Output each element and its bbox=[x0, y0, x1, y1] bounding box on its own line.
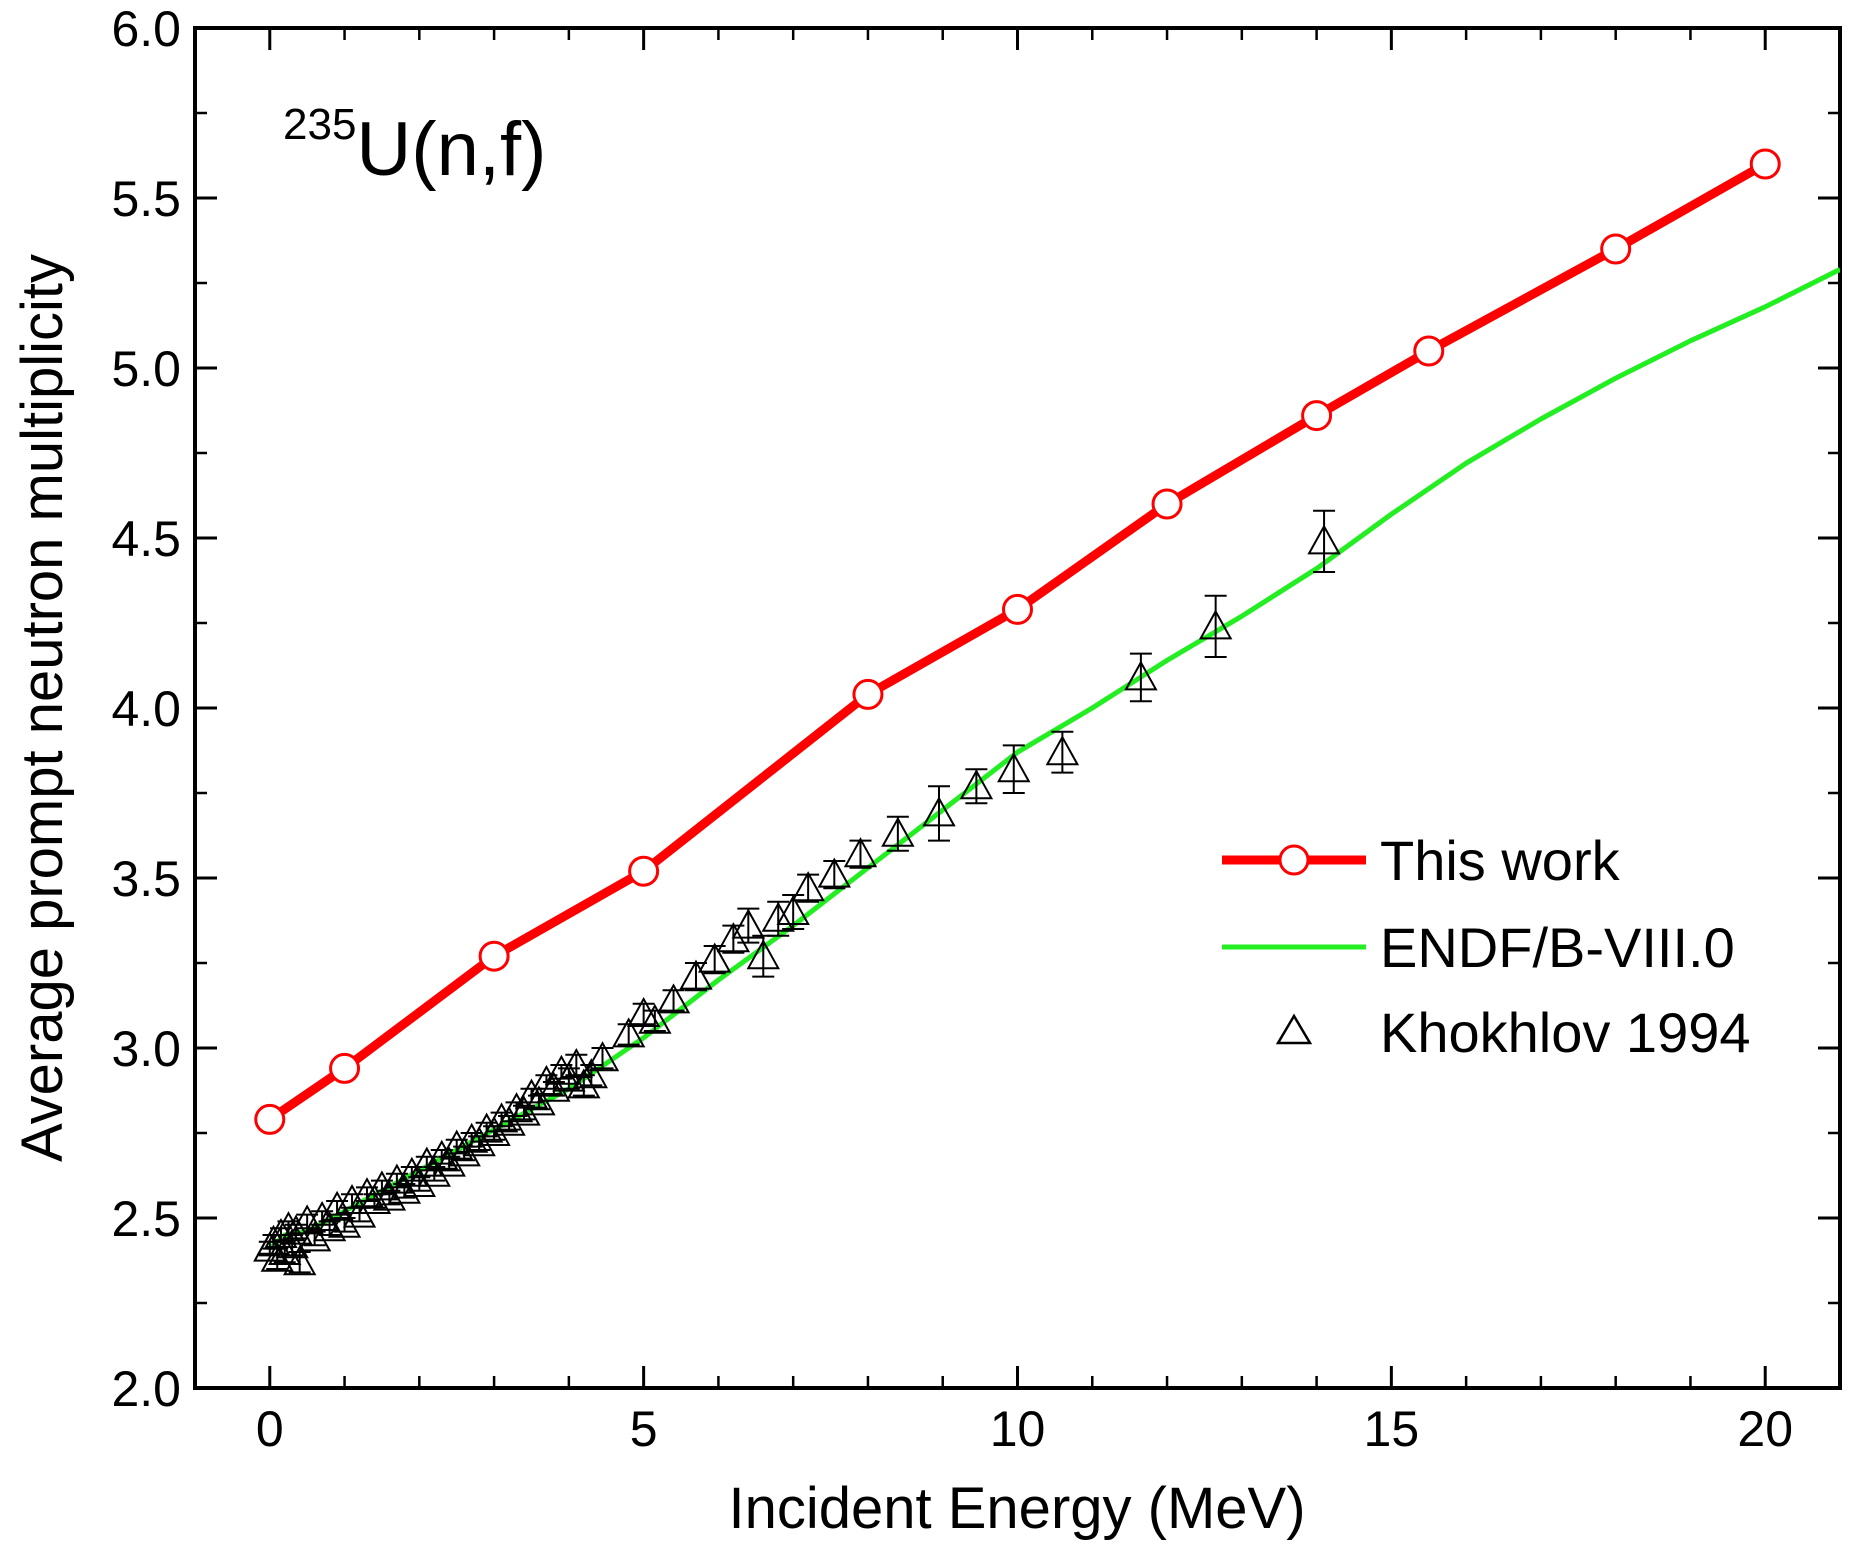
data-point-circle bbox=[1151, 488, 1183, 520]
data-point-circle bbox=[478, 940, 510, 972]
y-tick-labels: 2.0 2.5 3.0 3.5 4.0 4.5 5.0 5.5 6.0 bbox=[111, 1, 181, 1417]
data-point-triangle bbox=[679, 959, 713, 990]
data-point-circle bbox=[1002, 593, 1033, 625]
data-point-circle bbox=[1749, 148, 1781, 180]
y-tick-label: 5.0 bbox=[111, 341, 181, 397]
series-layer bbox=[253, 148, 1840, 1276]
data-point-triangle bbox=[507, 1095, 541, 1126]
data-point-triangle bbox=[372, 1180, 407, 1211]
data-point-triangle bbox=[387, 1173, 422, 1204]
data-point-triangle bbox=[282, 1245, 317, 1276]
x-tick-label: 20 bbox=[1737, 1401, 1793, 1457]
legend: This work ENDF/B-VIII.0 Khokhlov 1994 bbox=[1222, 829, 1751, 1064]
legend-item-endf: ENDF/B-VIII.0 bbox=[1222, 916, 1735, 979]
y-tick-label: 6.0 bbox=[111, 1, 181, 57]
data-point-triangle bbox=[1307, 524, 1341, 555]
data-point-triangle bbox=[312, 1211, 347, 1242]
data-point-triangle bbox=[761, 901, 795, 932]
data-point-triangle bbox=[1045, 735, 1080, 766]
series-khokhlov bbox=[253, 509, 1341, 1276]
data-point-triangle bbox=[697, 942, 732, 973]
data-point-circle bbox=[1413, 335, 1445, 367]
data-point-triangle bbox=[417, 1156, 451, 1187]
data-point-triangle bbox=[365, 1170, 399, 1201]
x-tick-labels: 0 5 10 15 20 bbox=[256, 1401, 1793, 1457]
x-tick-label: 0 bbox=[256, 1401, 284, 1457]
x-axis-title: Incident Energy (MeV) bbox=[728, 1476, 1305, 1541]
legend-label-khokhlov: Khokhlov 1994 bbox=[1380, 1001, 1751, 1064]
data-point-triangle bbox=[776, 894, 810, 925]
data-point-triangle bbox=[350, 1177, 384, 1208]
data-point-triangle bbox=[574, 1058, 608, 1089]
axis-ticks bbox=[195, 26, 1840, 1390]
data-point-triangle bbox=[327, 1207, 362, 1238]
data-point-triangle bbox=[395, 1156, 429, 1187]
legend-item-this-work: This work bbox=[1222, 829, 1621, 892]
data-point-triangle bbox=[425, 1139, 459, 1170]
reaction-annotation-text: U(n,f) bbox=[356, 107, 546, 192]
data-point-triangle bbox=[1124, 660, 1158, 691]
data-point-triangle bbox=[297, 1221, 332, 1252]
data-point-circle bbox=[852, 678, 884, 710]
data-point-circle bbox=[1301, 400, 1333, 432]
y-tick-label: 3.5 bbox=[111, 851, 181, 907]
legend-label-endf: ENDF/B-VIII.0 bbox=[1380, 916, 1735, 979]
y-tick-label: 4.5 bbox=[111, 511, 181, 567]
data-point-triangle bbox=[881, 816, 915, 847]
data-point-triangle bbox=[290, 1204, 324, 1235]
y-tick-label: 5.5 bbox=[111, 171, 181, 227]
data-point-triangle bbox=[997, 752, 1031, 783]
plot-frame bbox=[193, 26, 1842, 1390]
x-tick-label: 15 bbox=[1364, 1401, 1420, 1457]
y-tick-label: 4.0 bbox=[111, 681, 181, 737]
data-point-triangle bbox=[410, 1146, 444, 1177]
data-point-triangle bbox=[843, 837, 878, 868]
data-point-triangle bbox=[731, 908, 766, 939]
data-point-circle bbox=[1600, 233, 1632, 265]
y-axis-title: Average prompt neutron multiplicity bbox=[10, 254, 75, 1162]
y-tick-label: 3.0 bbox=[111, 1021, 181, 1077]
legend-swatch-triangle bbox=[1275, 1013, 1313, 1045]
data-point-triangle bbox=[791, 871, 825, 902]
data-point-triangle bbox=[279, 1214, 313, 1245]
data-point-triangle bbox=[320, 1190, 354, 1221]
data-point-triangle bbox=[585, 1041, 620, 1072]
data-point-triangle bbox=[638, 1003, 672, 1034]
data-point-circle bbox=[329, 1052, 361, 1084]
data-point-triangle bbox=[537, 1071, 571, 1102]
data-point-triangle bbox=[746, 939, 780, 970]
data-point-triangle bbox=[922, 796, 956, 827]
data-point-triangle bbox=[440, 1129, 474, 1160]
data-point-triangle bbox=[380, 1163, 414, 1194]
legend-item-khokhlov: Khokhlov 1994 bbox=[1275, 1001, 1751, 1064]
reaction-annotation-superscript: 235 bbox=[283, 100, 356, 149]
data-point-circle bbox=[628, 855, 660, 887]
legend-swatch-circle bbox=[1278, 844, 1310, 876]
y-tick-label: 2.5 bbox=[111, 1191, 181, 1247]
data-point-triangle bbox=[305, 1200, 339, 1231]
data-point-circle bbox=[254, 1103, 286, 1135]
series-line-endf bbox=[268, 267, 1840, 1251]
x-tick-label: 10 bbox=[990, 1401, 1046, 1457]
data-point-triangle bbox=[1198, 609, 1233, 640]
reaction-annotation: 235U(n,f) bbox=[283, 100, 546, 192]
data-point-triangle bbox=[959, 769, 994, 800]
data-point-triangle bbox=[656, 983, 691, 1014]
y-tick-label: 2.0 bbox=[111, 1361, 181, 1417]
data-point-triangle bbox=[559, 1047, 594, 1078]
data-point-triangle bbox=[611, 1017, 646, 1048]
legend-label-this-work: This work bbox=[1380, 829, 1621, 892]
data-point-triangle bbox=[432, 1146, 466, 1177]
data-point-triangle bbox=[402, 1166, 437, 1197]
x-tick-label: 5 bbox=[630, 1401, 658, 1457]
data-point-triangle bbox=[529, 1064, 564, 1095]
data-point-triangle bbox=[817, 857, 852, 888]
